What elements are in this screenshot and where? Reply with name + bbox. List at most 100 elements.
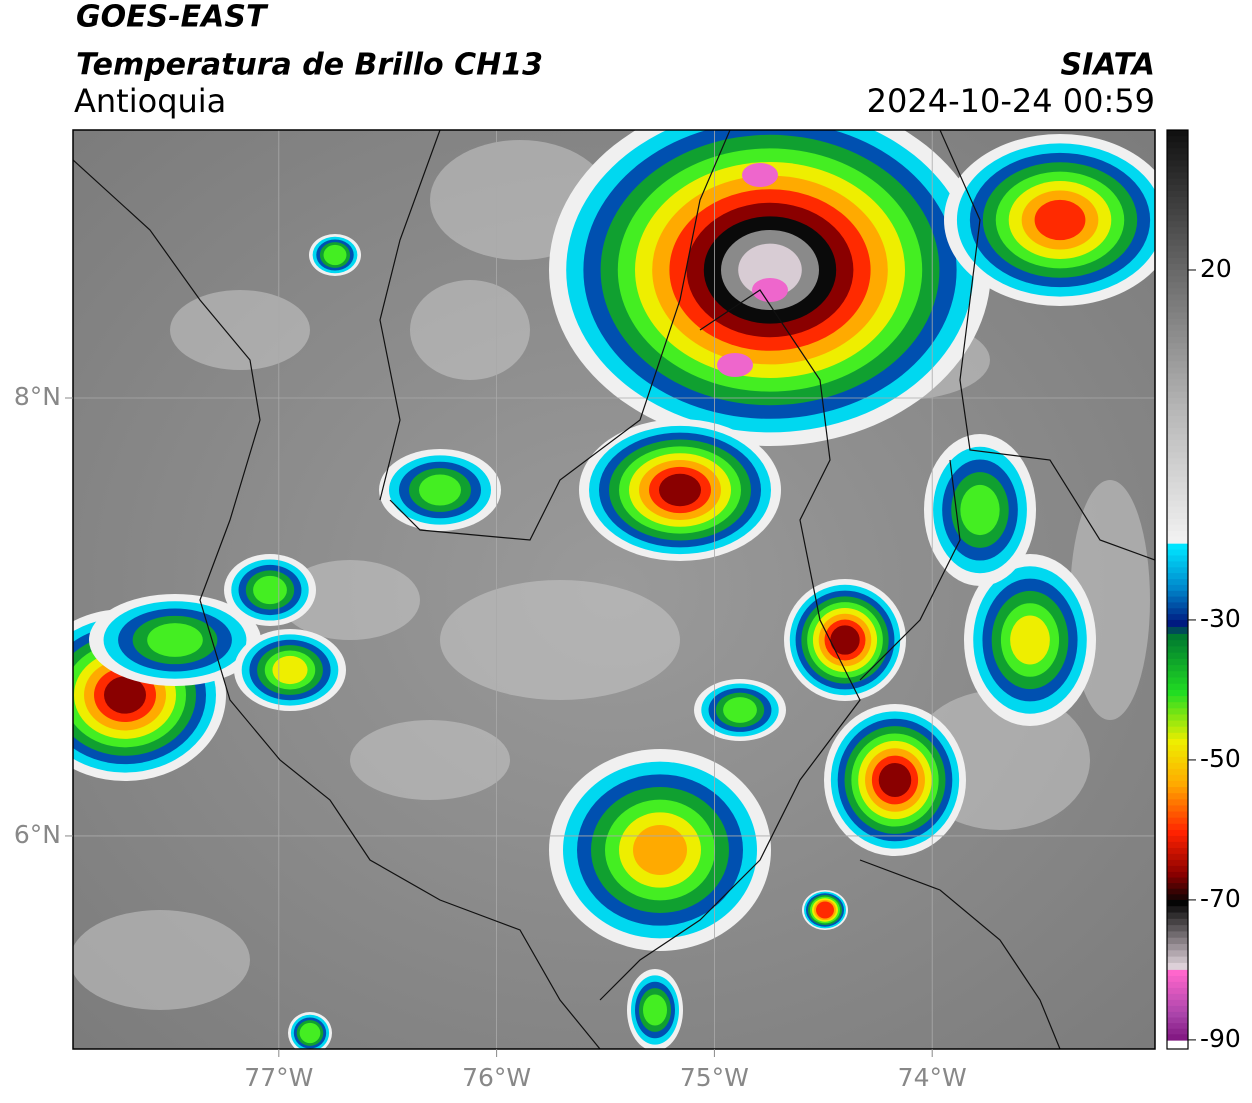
colorbar-band <box>1167 276 1188 283</box>
colorbar-band <box>1167 579 1188 586</box>
storm-level <box>147 623 203 657</box>
colorbar-band <box>1167 689 1188 697</box>
colorbar-band <box>1167 549 1188 557</box>
colorbar-band <box>1167 573 1188 580</box>
colorbar-band <box>1167 385 1188 393</box>
colorbar-band <box>1167 233 1188 241</box>
colorbar-band <box>1167 269 1188 277</box>
colorbar-tick-label: -50 <box>1200 744 1241 773</box>
colorbar-band <box>1167 841 1188 849</box>
colorbar-band <box>1167 906 1188 914</box>
colorbar-band <box>1167 172 1188 180</box>
colorbar-band <box>1167 602 1188 609</box>
colorbar-band <box>1167 294 1188 302</box>
colorbar-band <box>1167 154 1188 162</box>
colorbar-band <box>1167 646 1188 654</box>
colorbar <box>1167 130 1188 1050</box>
colorbar-frame <box>1166 129 1189 1050</box>
colorbar-band <box>1167 793 1188 800</box>
colorbar-band <box>1167 324 1188 332</box>
region: Antioquia <box>74 82 226 120</box>
colorbar-band <box>1167 614 1188 621</box>
colorbar-band <box>1167 209 1188 216</box>
colorbar-band <box>1167 762 1188 770</box>
colorbar-band <box>1167 524 1188 532</box>
storm-level <box>299 1022 321 1044</box>
storm-level <box>878 762 912 798</box>
colorbar-band <box>1167 136 1188 143</box>
title: GOES-EAST <box>76 0 269 35</box>
storm-level <box>1034 199 1086 241</box>
colorbar-band <box>1167 999 1188 1007</box>
colorbar-band <box>1167 452 1188 459</box>
colorbar-band <box>1167 1017 1188 1024</box>
colorbar-band <box>1167 263 1188 271</box>
colorbar-band <box>1167 877 1188 884</box>
cloud <box>440 580 680 700</box>
colorbar-band <box>1167 494 1188 502</box>
storm-level <box>738 243 802 297</box>
colorbar-band <box>1167 403 1188 411</box>
colorbar-band <box>1167 871 1188 879</box>
colorbar-band <box>1167 300 1188 308</box>
colorbar-tick-label: -90 <box>1200 1024 1241 1053</box>
colorbar-band <box>1167 658 1188 666</box>
colorbar-band <box>1167 912 1188 920</box>
colorbar-band <box>1167 506 1188 514</box>
colorbar-band <box>1167 665 1188 672</box>
colorbar-band <box>1167 805 1188 813</box>
colorbar-band <box>1167 428 1188 435</box>
cloud <box>73 910 250 1010</box>
colorbar-band <box>1167 708 1188 716</box>
satellite-image <box>73 130 1155 1049</box>
colorbar-band <box>1167 130 1188 137</box>
colorbar-band <box>1167 561 1188 568</box>
cloud <box>280 560 420 640</box>
colorbar-band <box>1167 671 1188 679</box>
x-tick-label: 77°W <box>244 1063 313 1092</box>
colorbar-band <box>1167 702 1188 709</box>
colorbar-band <box>1167 652 1188 660</box>
colorbar-band <box>1167 245 1188 253</box>
colorbar-band <box>1167 306 1188 314</box>
colorbar-tick-label: -30 <box>1200 604 1241 633</box>
colorbar-band <box>1167 774 1188 782</box>
colorbar-band <box>1167 203 1188 210</box>
cold-top <box>717 353 753 377</box>
storm-level <box>960 484 1000 536</box>
colorbar-band <box>1167 918 1188 926</box>
colorbar-band <box>1167 239 1188 247</box>
colorbar-band <box>1167 925 1188 933</box>
colorbar-band <box>1167 391 1188 399</box>
colorbar-band <box>1167 330 1188 338</box>
colorbar-band <box>1167 865 1188 873</box>
colorbar-band <box>1167 184 1188 192</box>
colorbar-band <box>1167 343 1188 350</box>
storm-level <box>659 473 701 507</box>
colorbar-band <box>1167 1034 1188 1041</box>
colorbar-band <box>1167 488 1188 496</box>
x-tick-label: 74°W <box>898 1063 967 1092</box>
colorbar-band <box>1167 470 1188 478</box>
storm-level <box>323 244 347 266</box>
colorbar-band <box>1167 555 1188 562</box>
colorbar-band <box>1167 373 1188 381</box>
y-tick-label: 6°N <box>14 820 61 849</box>
colorbar-band <box>1167 696 1188 703</box>
storm-level <box>104 676 146 714</box>
colorbar-band <box>1167 542 1188 545</box>
colorbar-band <box>1167 750 1188 758</box>
y-tick-label: 8°N <box>14 382 61 411</box>
colorbar-band <box>1167 476 1188 484</box>
datetime: 2024-10-24 00:59 <box>867 82 1155 120</box>
colorbar-band <box>1167 799 1188 807</box>
colorbar-tick-label: -70 <box>1200 884 1241 913</box>
colorbar-band <box>1167 458 1188 465</box>
colorbar-band <box>1167 937 1188 945</box>
colorbar-band <box>1167 440 1188 447</box>
colorbar-band <box>1167 367 1188 375</box>
colorbar-band <box>1167 567 1188 574</box>
colorbar-band <box>1167 608 1188 615</box>
colorbar-band <box>1167 160 1188 168</box>
colorbar-band <box>1167 817 1188 825</box>
